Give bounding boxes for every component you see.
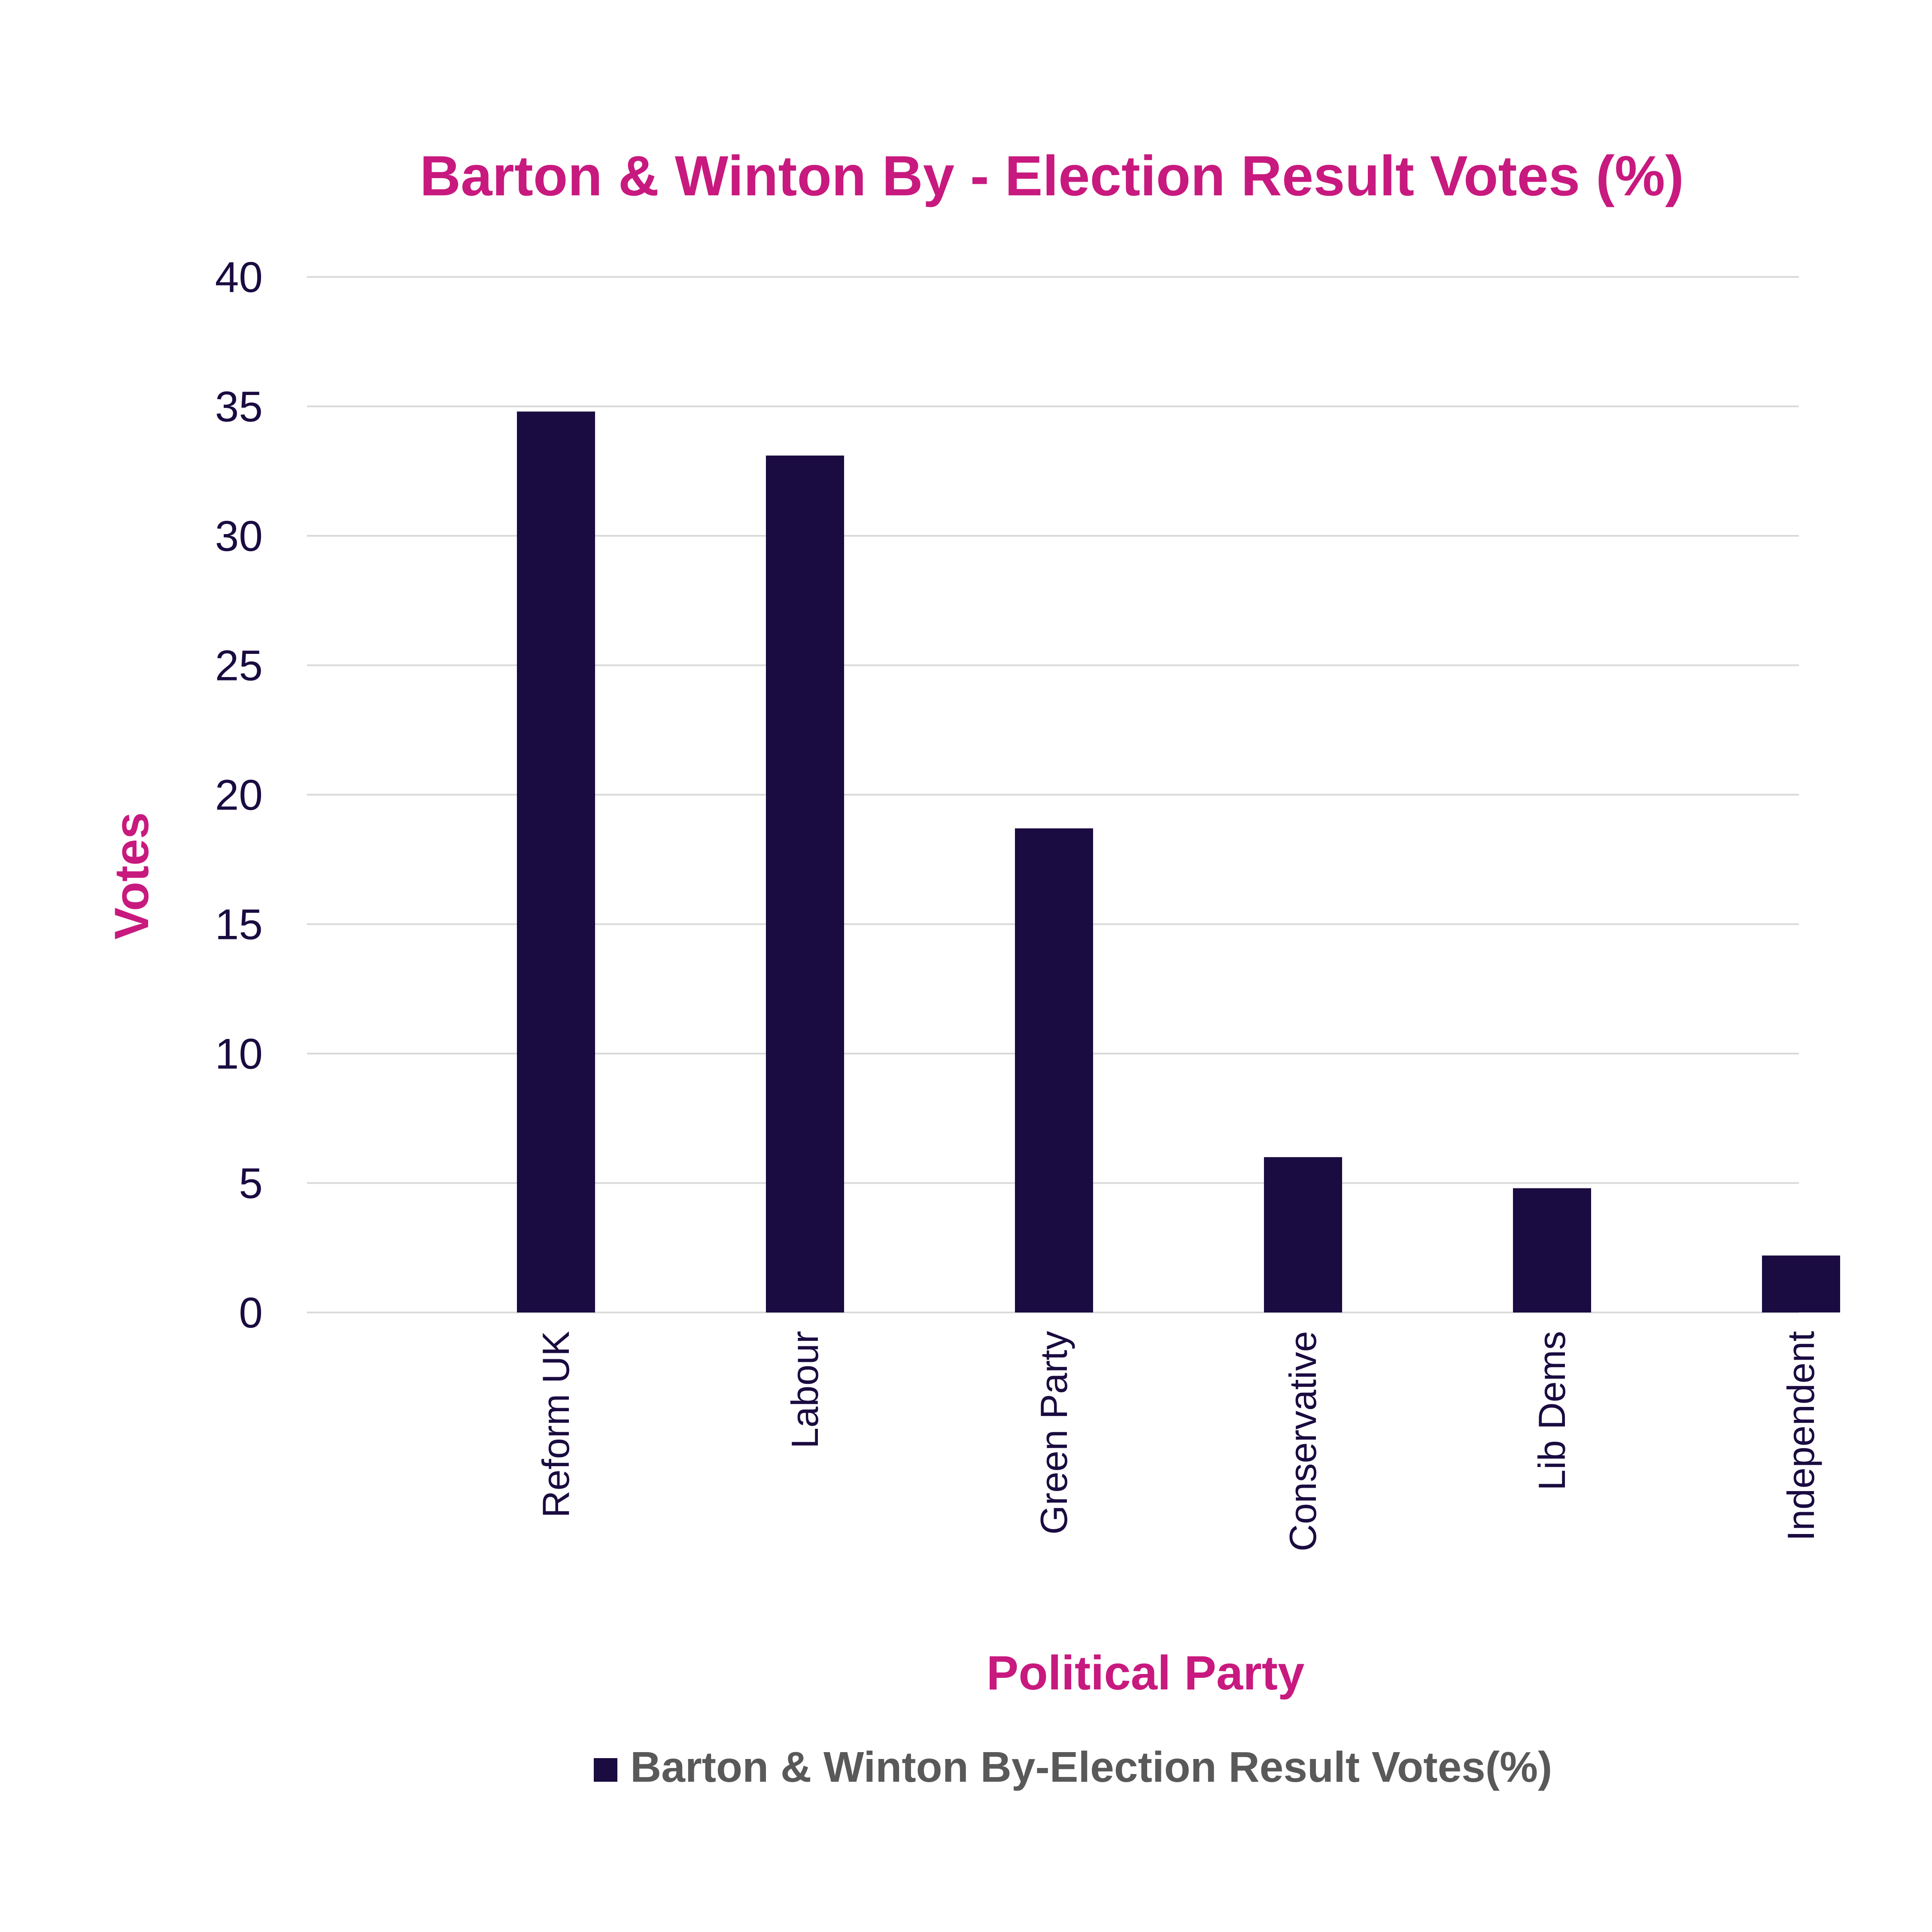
bar-labour xyxy=(766,456,844,1312)
x-tick-label-2: Green Party xyxy=(1033,1331,1075,1534)
x-tick-label-0: Reform UK xyxy=(535,1331,577,1518)
bar-conservative xyxy=(1264,1157,1342,1312)
bar-lib-dems xyxy=(1513,1188,1591,1312)
bar-reform-uk xyxy=(517,411,595,1312)
y-tick-label-8: 40 xyxy=(215,253,263,301)
y-tick-label-0: 0 xyxy=(239,1289,263,1337)
y-tick-label-1: 5 xyxy=(239,1160,263,1208)
legend-swatch xyxy=(594,1758,617,1782)
y-tick-label-2: 10 xyxy=(215,1030,263,1078)
x-axis-title: Political Party xyxy=(987,1646,1305,1700)
chart-title: Barton & Winton By - Election Result Vot… xyxy=(420,144,1684,207)
y-axis-tick-labels: 0 5 10 15 20 25 30 35 40 xyxy=(215,253,263,1337)
x-tick-label-1: Labour xyxy=(784,1331,826,1449)
bar-independent xyxy=(1762,1255,1840,1312)
y-tick-label-7: 35 xyxy=(215,383,263,431)
legend-label: Barton & Winton By-Election Result Votes… xyxy=(630,1743,1552,1791)
bar-green-party xyxy=(1015,828,1093,1312)
x-axis-tick-labels: Reform UK Labour Green Party Conservative Li… xyxy=(535,1331,1822,1552)
x-tick-label-3: Conservative xyxy=(1282,1331,1324,1552)
x-tick-label-4: Lib Dems xyxy=(1531,1331,1573,1491)
x-tick-label-5: Independent xyxy=(1780,1331,1822,1541)
y-tick-label-6: 30 xyxy=(215,512,263,560)
y-tick-label-4: 20 xyxy=(215,771,263,819)
y-axis-title: Votes xyxy=(105,812,158,940)
y-tick-label-5: 25 xyxy=(215,642,263,690)
bars xyxy=(517,411,1840,1312)
legend: Barton & Winton By-Election Result Votes… xyxy=(594,1743,1552,1791)
y-tick-label-3: 15 xyxy=(215,901,263,949)
